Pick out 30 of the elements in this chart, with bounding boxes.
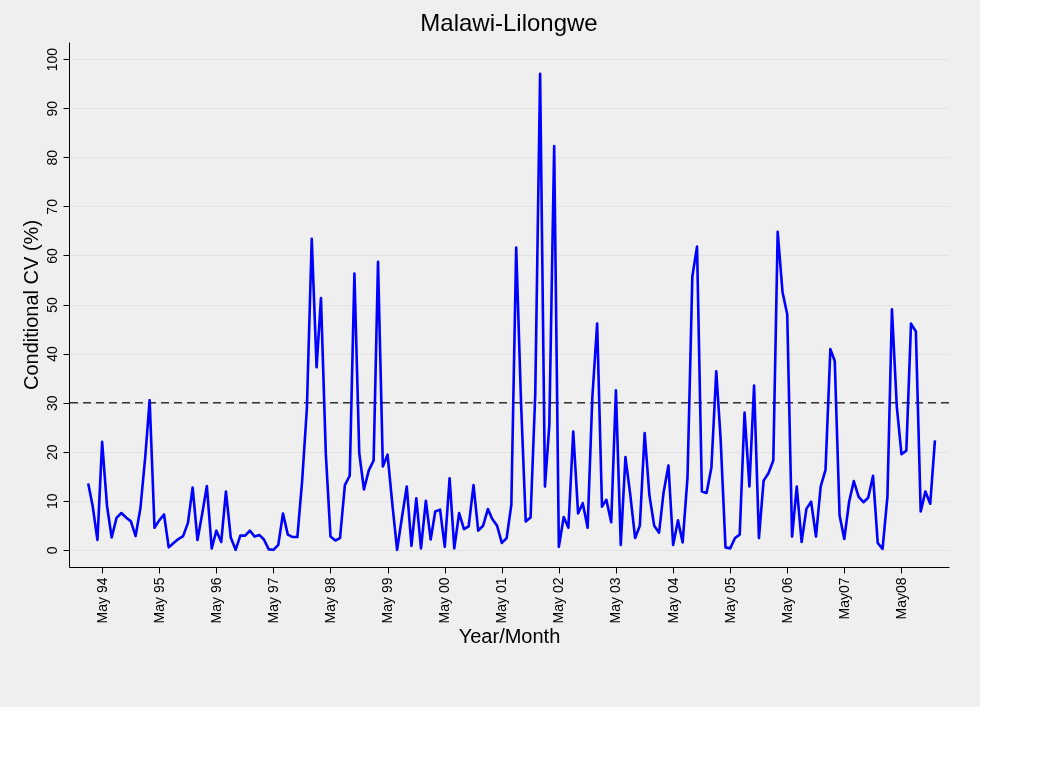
y-tick-label: 20 [43,444,60,460]
y-tick-label: 90 [43,100,60,117]
x-tick-label: May07 [835,577,852,620]
x-tick-label: May 04 [664,577,681,624]
x-tick-label: May 03 [607,577,624,624]
x-tick-label: May 05 [721,577,738,624]
y-tick-label: 70 [43,198,60,215]
x-tick-label: May 02 [550,577,567,624]
x-tick-label: May 95 [150,577,167,624]
y-tick-label: 80 [43,149,60,166]
x-tick-label: May 96 [207,577,224,624]
x-tick-label: May 98 [322,577,338,624]
x-tick-label: May 00 [436,577,453,624]
x-axis-title: Year/Month [458,625,561,648]
x-tick-label: May 01 [493,577,510,624]
y-tick-label: 60 [43,247,60,264]
line-series [86,72,937,552]
x-tick-label: May 06 [778,577,795,624]
y-tick-label: 50 [43,297,60,313]
y-tick-label: 100 [43,47,60,72]
y-tick-label: 0 [43,546,60,555]
y-tick-label: 10 [43,493,60,510]
y-axis-title: Conditional CV (%) [19,219,42,391]
x-tick-label: May 99 [379,577,396,624]
x-tick-label: May 97 [264,577,281,624]
y-tick-label: 40 [43,346,60,362]
chart-title: Malawi-Lilongwe [420,9,598,36]
x-tick-label: May08 [892,577,909,620]
y-tick-label: 30 [43,395,60,411]
x-tick-label: May 94 [93,577,110,624]
